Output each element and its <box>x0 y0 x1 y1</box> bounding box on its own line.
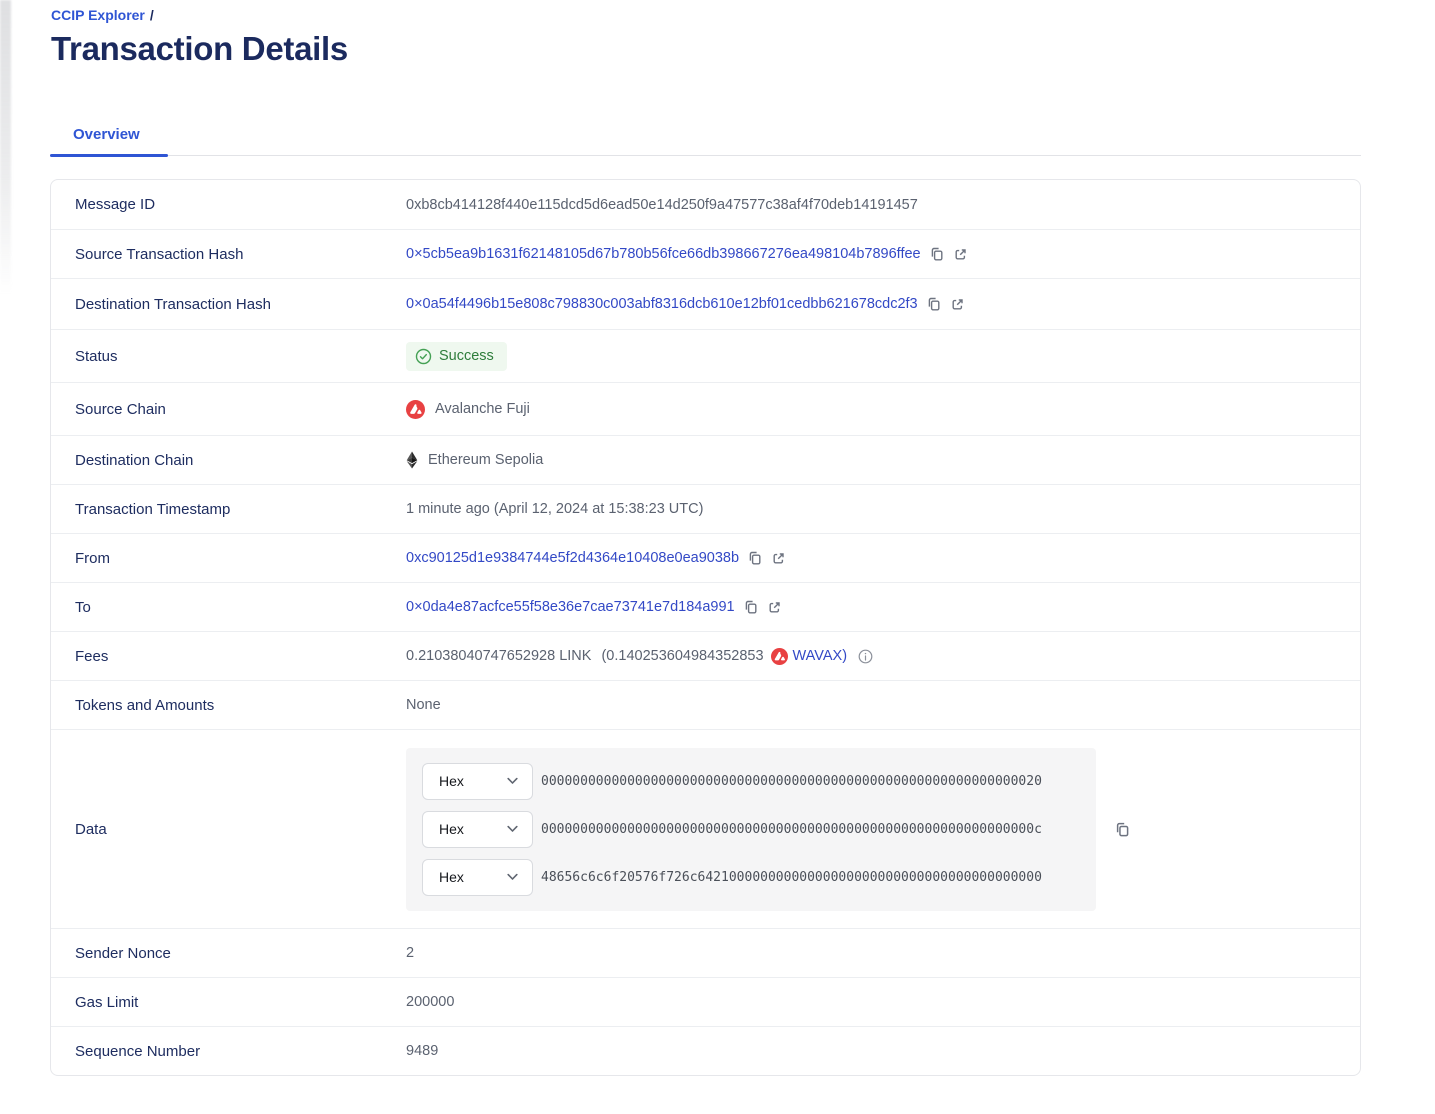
dest-chain-name: Ethereum Sepolia <box>428 452 544 468</box>
tab-bar: Overview <box>50 112 1361 157</box>
table-row-tokens: Tokens and Amounts None <box>51 680 1360 729</box>
external-link-icon[interactable] <box>950 297 965 312</box>
breadcrumb-ccip-explorer-link[interactable]: CCIP Explorer <box>51 7 145 23</box>
sender-nonce-value: 2 <box>406 945 415 961</box>
external-link-icon[interactable] <box>767 600 782 615</box>
row-label: Status <box>75 347 118 365</box>
hex-format-select[interactable]: Hex <box>422 858 533 896</box>
ethereum-icon <box>406 451 418 469</box>
dest-tx-hash-link[interactable]: 0×0a54f4496b15e808c798830c003abf8316dcb6… <box>406 296 918 312</box>
to-address-link[interactable]: 0×0da4e87acfce55f58e36e7cae73741e7d184a9… <box>406 599 735 615</box>
table-row-source-tx-hash: Source Transaction Hash 0×5cb5ea9b1631f6… <box>51 229 1360 278</box>
table-row-timestamp: Transaction Timestamp 1 minute ago (Apri… <box>51 484 1360 533</box>
chevron-down-icon <box>507 777 518 785</box>
copy-icon[interactable] <box>743 599 759 615</box>
timestamp-value: 1 minute ago (April 12, 2024 at 15:38:23… <box>406 501 704 517</box>
data-line-3: Hex 48656c6c6f20576f726c6421000000000000… <box>422 858 1080 896</box>
source-chain-name: Avalanche Fuji <box>435 401 530 417</box>
hex-select-label: Hex <box>439 869 464 885</box>
page-title: Transaction Details <box>51 30 348 67</box>
table-row-dest-tx-hash: Destination Transaction Hash 0×0a54f4496… <box>51 278 1360 329</box>
hex-format-select[interactable]: Hex <box>422 810 533 848</box>
row-label: Source Chain <box>75 400 166 418</box>
sequence-number-value: 9489 <box>406 1043 439 1059</box>
row-label: Destination Transaction Hash <box>75 295 271 313</box>
row-label: Sequence Number <box>75 1042 201 1060</box>
tab-active-underline <box>50 154 168 157</box>
row-label: Sender Nonce <box>75 944 171 962</box>
breadcrumb-separator: / <box>149 7 154 23</box>
row-label: Transaction Timestamp <box>75 500 231 518</box>
data-hex-panel: Hex 000000000000000000000000000000000000… <box>406 747 1096 911</box>
left-edge-shadow <box>0 0 11 295</box>
from-address-link[interactable]: 0xc90125d1e9384744e5f2d4364e10408e0ea903… <box>406 550 740 566</box>
table-row-sender-nonce: Sender Nonce 2 <box>51 928 1360 977</box>
row-label: To <box>75 598 91 616</box>
copy-icon[interactable] <box>1114 821 1131 838</box>
avalanche-icon <box>406 399 425 419</box>
avalanche-icon <box>770 647 788 665</box>
data-line-1: Hex 000000000000000000000000000000000000… <box>422 762 1080 800</box>
table-row-gas-limit: Gas Limit 200000 <box>51 977 1360 1026</box>
external-link-icon[interactable] <box>953 247 968 262</box>
table-row-data: Data Hex 00000000000000000000000000000 <box>51 729 1360 928</box>
breadcrumb: CCIP Explorer / <box>51 7 154 23</box>
details-card: Message ID 0xb8cb414128f440e115dcd5d6ead… <box>50 179 1361 1076</box>
row-label: Source Transaction Hash <box>75 245 244 263</box>
hex-data-value: 48656c6c6f20576f726c64210000000000000000… <box>541 869 1042 885</box>
copy-icon[interactable] <box>929 246 945 262</box>
external-link-icon[interactable] <box>771 551 786 566</box>
message-id-value: 0xb8cb414128f440e115dcd5d6ead50e14d250f9… <box>406 196 918 213</box>
hex-format-select[interactable]: Hex <box>422 762 533 800</box>
gas-limit-value: 200000 <box>406 994 455 1010</box>
hex-data-value: 0000000000000000000000000000000000000000… <box>541 773 1042 789</box>
tab-overview-label: Overview <box>73 125 140 143</box>
fees-converted-amount: (0.140253604984352853 <box>601 648 764 664</box>
tokens-value: None <box>406 697 441 713</box>
table-row-sequence-number: Sequence Number 9489 <box>51 1026 1360 1075</box>
chevron-down-icon <box>507 825 518 833</box>
row-label: Destination Chain <box>75 451 194 469</box>
table-row-to: To 0×0da4e87acfce55f58e36e7cae73741e7d18… <box>51 582 1360 631</box>
table-row-source-chain: Source Chain Avalanche Fuji <box>51 382 1360 435</box>
copy-icon[interactable] <box>926 296 942 312</box>
hex-select-label: Hex <box>439 773 464 789</box>
wavax-token-link[interactable]: WAVAX) <box>792 648 848 664</box>
table-row-from: From 0xc90125d1e9384744e5f2d4364e10408e0… <box>51 533 1360 582</box>
row-label: Tokens and Amounts <box>75 696 215 714</box>
table-row-dest-chain: Destination Chain Ethereum Sepolia <box>51 435 1360 484</box>
chevron-down-icon <box>507 873 518 881</box>
tab-overview[interactable]: Overview <box>50 112 163 156</box>
table-row-message-id: Message ID 0xb8cb414128f440e115dcd5d6ead… <box>51 180 1360 229</box>
table-row-fees: Fees 0.21038040747652928 LINK (0.1402536… <box>51 631 1360 680</box>
hex-select-label: Hex <box>439 821 464 837</box>
data-line-2: Hex 000000000000000000000000000000000000… <box>422 810 1080 848</box>
source-tx-hash-link[interactable]: 0×5cb5ea9b1631f62148105d67b780b56fce66db… <box>406 246 921 262</box>
info-icon[interactable] <box>858 649 873 664</box>
status-text: Success <box>439 348 494 364</box>
row-label: Fees <box>75 647 109 665</box>
check-circle-icon <box>415 348 432 365</box>
copy-icon[interactable] <box>747 550 763 566</box>
status-badge: Success <box>406 341 507 371</box>
hex-data-value: 0000000000000000000000000000000000000000… <box>541 821 1042 837</box>
table-row-status: Status Success <box>51 329 1360 382</box>
fees-link-amount: 0.21038040747652928 LINK <box>406 648 592 664</box>
row-label: Data <box>75 820 107 838</box>
row-label: Gas Limit <box>75 993 139 1011</box>
row-label: Message ID <box>75 196 156 213</box>
row-label: From <box>75 549 110 567</box>
